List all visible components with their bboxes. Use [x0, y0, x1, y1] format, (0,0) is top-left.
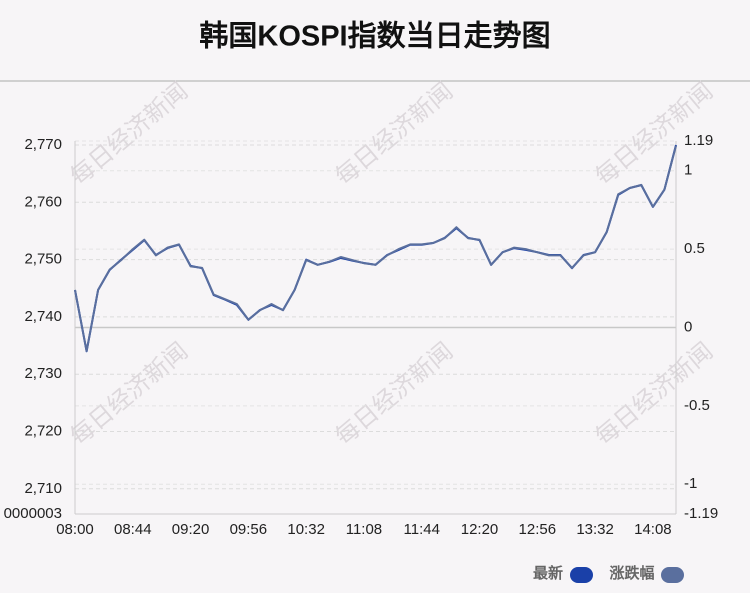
- x-tick-label: 08:00: [56, 521, 94, 538]
- y2-tick-label: 0: [684, 318, 692, 335]
- x-tick-label: 13:32: [576, 521, 614, 538]
- line-series: [74, 145, 677, 352]
- x-tick-label: 14:08: [634, 521, 672, 538]
- y2-tick-label: 0.5: [684, 240, 705, 257]
- y2-tick-label: -1: [684, 475, 697, 492]
- y2-tick-label: -0.5: [684, 397, 710, 414]
- y-tick-label: 2,720: [24, 422, 62, 439]
- legend-swatch: [570, 567, 593, 583]
- x-tick-label: 09:20: [172, 521, 210, 538]
- y-tick-label: 2,750: [24, 251, 62, 268]
- y2-tick-label: 1.19: [684, 132, 713, 149]
- x-tick-label: 10:32: [287, 521, 325, 538]
- x-tick-label: 12:20: [461, 521, 499, 538]
- legend-swatch: [661, 567, 684, 583]
- y2-tick-label: -1.19: [684, 505, 718, 522]
- x-tick-label: 11:08: [346, 521, 382, 538]
- y-tick-label: 0000003: [4, 505, 62, 522]
- y-tick-label: 2,740: [24, 308, 62, 325]
- y2-tick-label: 1: [684, 162, 692, 179]
- y-tick-label: 2,730: [24, 365, 62, 382]
- legend-label: 最新: [533, 564, 563, 582]
- x-tick-label: 08:44: [114, 521, 152, 538]
- x-tick-label: 11:44: [404, 521, 440, 538]
- y-tick-label: 2,770: [24, 136, 62, 153]
- chart-title: 韩国KOSPI指数当日走势图: [199, 20, 550, 53]
- legend-label: 涨跌幅: [609, 564, 654, 582]
- x-tick-label: 12:56: [519, 521, 557, 538]
- y-tick-label: 2,710: [24, 480, 62, 497]
- y-tick-label: 2,760: [24, 193, 62, 210]
- x-tick-label: 09:56: [230, 521, 268, 538]
